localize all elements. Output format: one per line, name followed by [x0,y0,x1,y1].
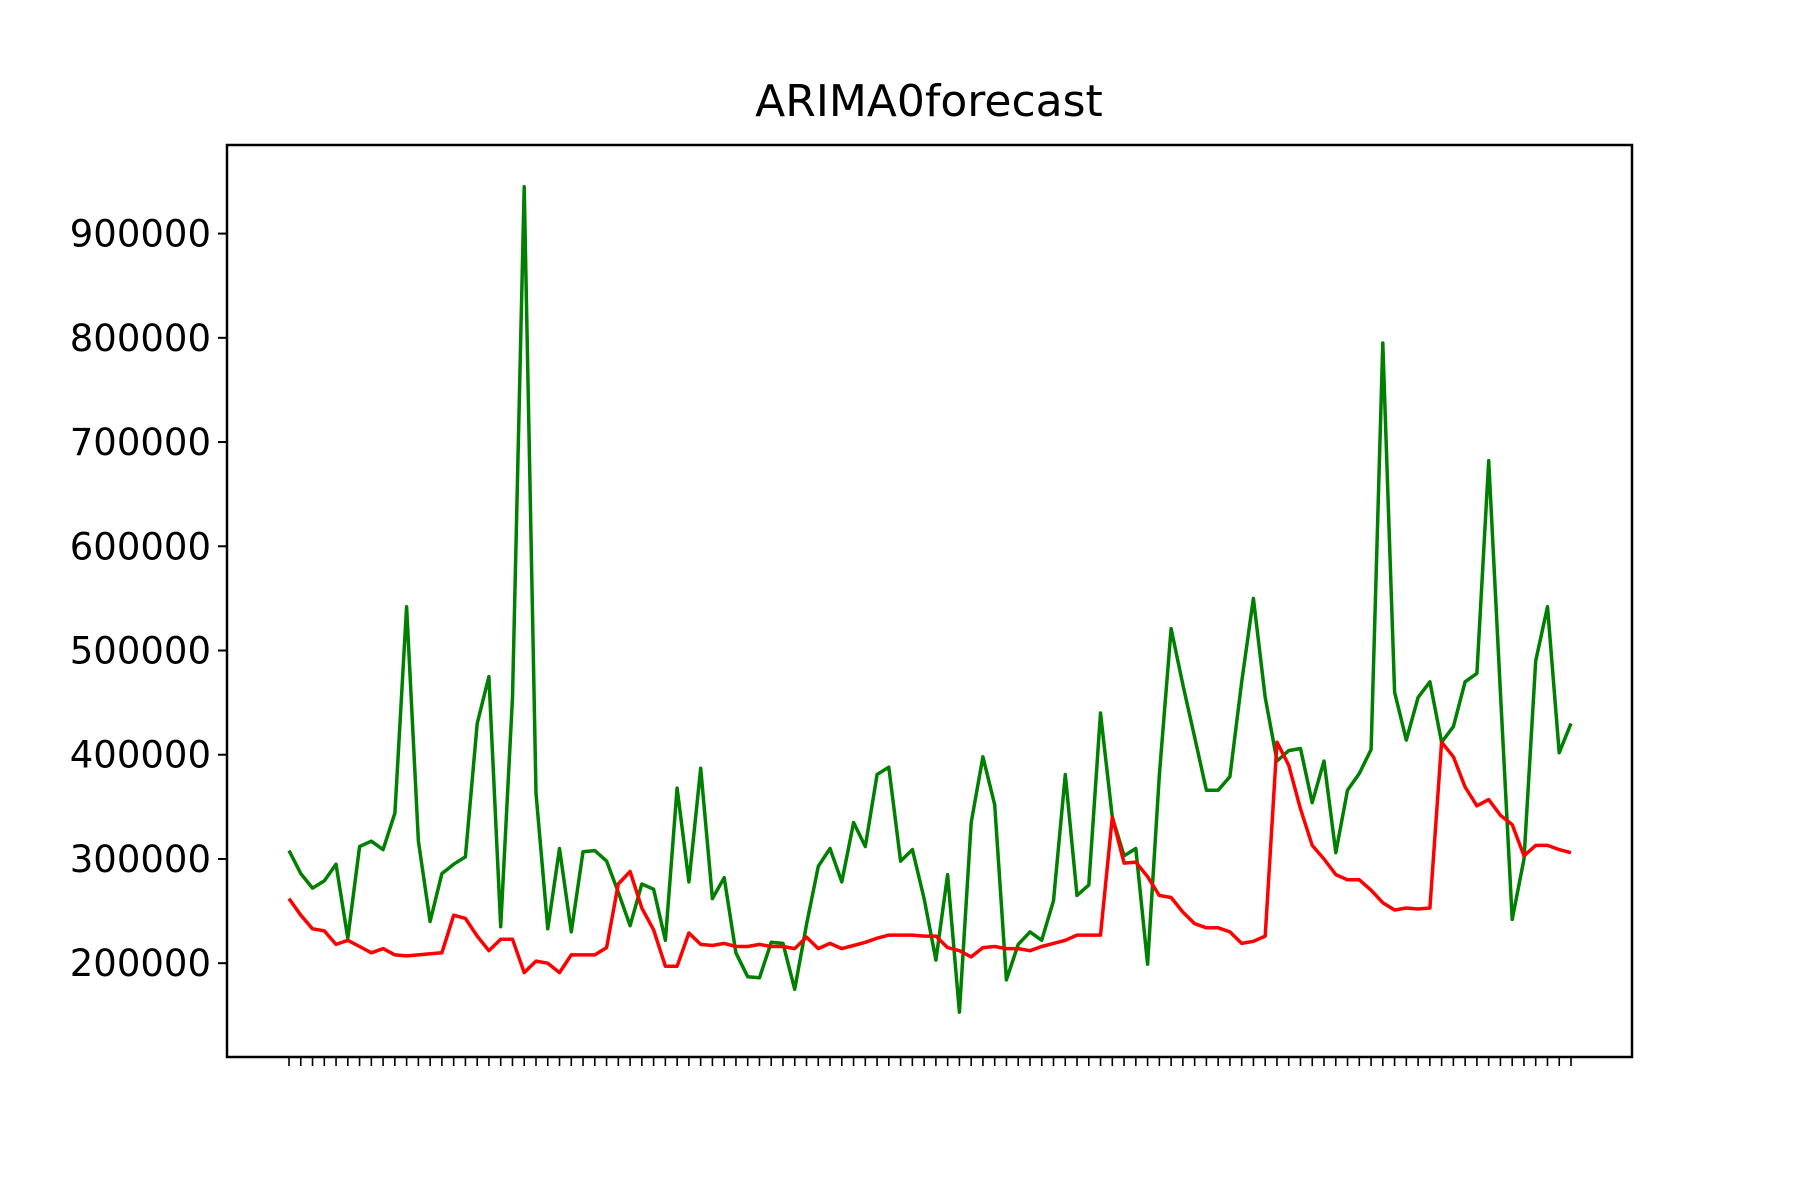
series-line-green [287,184,1573,1014]
x-axis [288,1057,1572,1066]
y-tick-label: 200000 [70,942,211,985]
y-axis: 200000 300000 400000 500000 600000 700000 8000… [70,213,227,985]
y-tick-label: 600000 [70,525,211,568]
y-tick-label: 500000 [70,630,211,673]
series-line-red [287,740,1572,975]
y-tick-label: 300000 [70,838,211,881]
y-tick-label: 900000 [70,213,211,256]
chart-title: ARIMA0forecast [755,76,1103,127]
series-layer [287,184,1573,1014]
plot-area-frame [225,143,1634,1059]
y-tick-label: 400000 [70,734,211,777]
y-tick-label: 800000 [70,317,211,360]
y-tick-label: 700000 [70,421,211,464]
